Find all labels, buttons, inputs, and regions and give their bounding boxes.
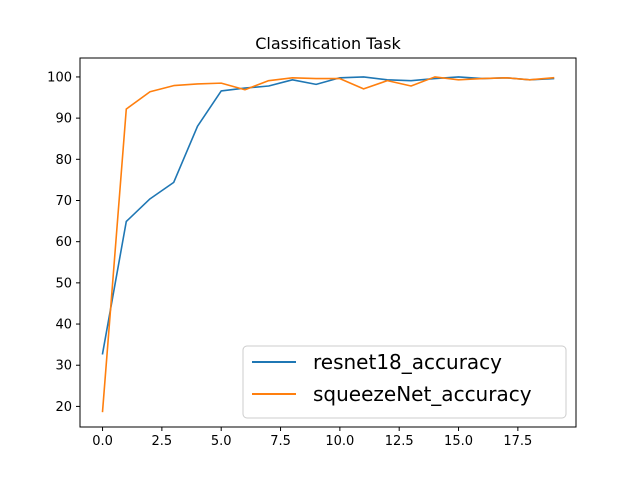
y-tick-label: 100 — [47, 70, 72, 85]
x-tick-label: 0.0 — [92, 434, 113, 449]
series-lines — [101, 76, 555, 413]
x-tick-label: 2.5 — [152, 434, 173, 449]
chart-title: Classification Task — [255, 34, 401, 53]
legend-label-resnet18: resnet18_accuracy — [313, 350, 502, 374]
x-tick-label: 12.5 — [385, 434, 414, 449]
legend-box — [242, 345, 567, 419]
x-tick-label: 5.0 — [211, 434, 232, 449]
legend-label-squeezenet: squeezeNet_accuracy — [313, 382, 532, 406]
x-tick-label: 10.0 — [325, 434, 354, 449]
x-tick-label: 15.0 — [444, 434, 473, 449]
y-tick-label: 60 — [55, 235, 72, 250]
y-tick-label: 70 — [55, 194, 72, 209]
y-axis: 20 30 40 50 60 70 80 90 100 — [47, 70, 80, 415]
y-tick-label: 20 — [55, 400, 72, 415]
y-tick-label: 40 — [55, 318, 72, 333]
axes-frame — [79, 57, 577, 428]
y-tick-label: 90 — [55, 112, 72, 127]
series-line-resnet18-accuracy — [101, 76, 555, 355]
y-tick-label: 30 — [55, 359, 72, 374]
x-axis: 0.0 2.5 5.0 7.5 10.0 12.5 15.0 17.5 — [92, 427, 532, 449]
y-tick-label: 50 — [55, 276, 72, 291]
x-tick-label: 7.5 — [270, 434, 291, 449]
series-line-squeezenet-accuracy — [101, 76, 555, 413]
x-tick-label: 17.5 — [503, 434, 532, 449]
legend: resnet18_accuracy squeezeNet_accuracy — [242, 345, 567, 419]
y-tick-label: 80 — [55, 153, 72, 168]
